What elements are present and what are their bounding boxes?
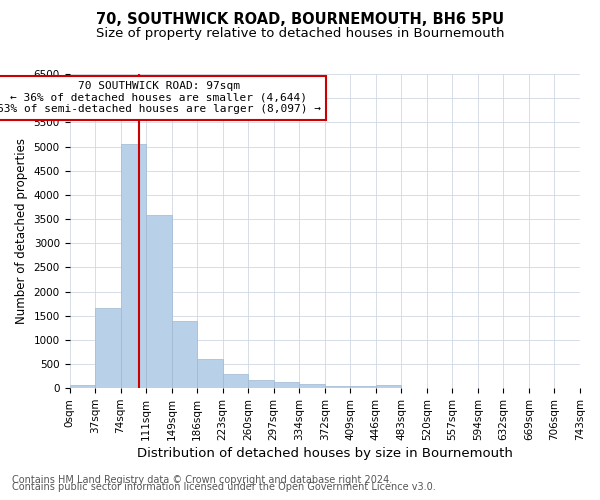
- X-axis label: Distribution of detached houses by size in Bournemouth: Distribution of detached houses by size …: [137, 447, 513, 460]
- Bar: [299, 384, 325, 388]
- Bar: [172, 320, 197, 388]
- Bar: [248, 380, 274, 388]
- Bar: [146, 215, 172, 388]
- Text: 70 SOUTHWICK ROAD: 97sqm
← 36% of detached houses are smaller (4,644)
63% of sem: 70 SOUTHWICK ROAD: 97sqm ← 36% of detach…: [0, 82, 321, 114]
- Bar: [121, 144, 146, 388]
- Bar: [70, 384, 95, 388]
- Bar: [197, 359, 223, 388]
- Bar: [376, 385, 401, 388]
- Text: 70, SOUTHWICK ROAD, BOURNEMOUTH, BH6 5PU: 70, SOUTHWICK ROAD, BOURNEMOUTH, BH6 5PU: [96, 12, 504, 28]
- Bar: [350, 386, 376, 388]
- Bar: [274, 382, 299, 388]
- Bar: [95, 308, 121, 388]
- Text: Contains public sector information licensed under the Open Government Licence v3: Contains public sector information licen…: [12, 482, 436, 492]
- Y-axis label: Number of detached properties: Number of detached properties: [15, 138, 28, 324]
- Text: Size of property relative to detached houses in Bournemouth: Size of property relative to detached ho…: [96, 28, 504, 40]
- Bar: [325, 386, 350, 388]
- Text: Contains HM Land Registry data © Crown copyright and database right 2024.: Contains HM Land Registry data © Crown c…: [12, 475, 392, 485]
- Bar: [223, 374, 248, 388]
